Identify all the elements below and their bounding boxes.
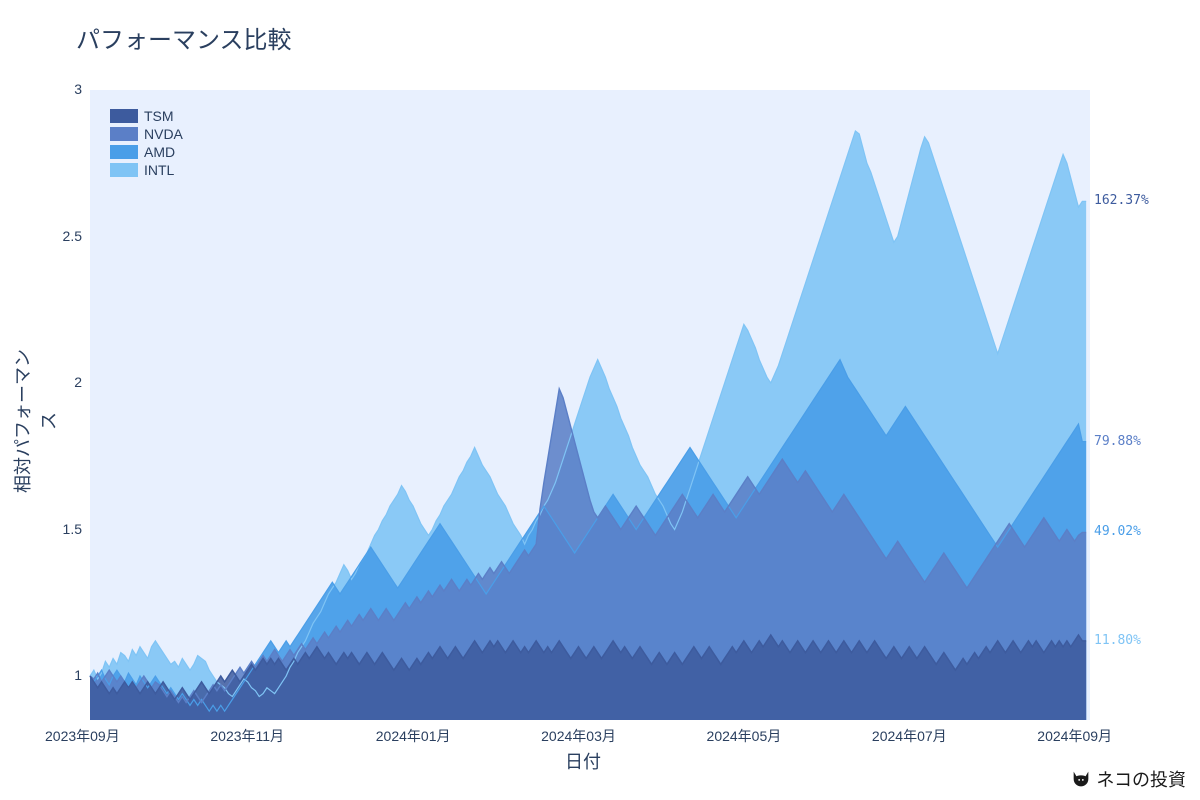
y-tick-label: 2 — [74, 374, 82, 390]
x-tick-label: 2024年09月 — [1037, 726, 1112, 746]
legend-item: AMD — [110, 144, 183, 160]
x-axis-label: 日付 — [565, 748, 601, 774]
end-label: 162.37% — [1094, 193, 1149, 208]
legend-label: INTL — [144, 162, 174, 178]
legend-label: NVDA — [144, 126, 183, 142]
legend-swatch — [110, 127, 138, 141]
legend-label: TSM — [144, 108, 174, 124]
y-tick-label: 3 — [74, 81, 82, 97]
cat-icon — [1070, 768, 1092, 790]
chart-container: パフォーマンス比較 相対パフォーマンス 日付 TSM NVDA AMD INTL ネコ… — [0, 0, 1200, 800]
legend-item: INTL — [110, 162, 183, 178]
chart-title: パフォーマンス比較 — [76, 20, 292, 55]
x-tick-label: 2023年11月 — [210, 726, 284, 746]
legend: TSM NVDA AMD INTL — [100, 100, 193, 186]
y-tick-label: 2.5 — [63, 228, 82, 244]
end-label: 79.88% — [1094, 434, 1141, 449]
x-tick-label: 2024年05月 — [707, 726, 782, 746]
y-tick-label: 1.5 — [63, 521, 82, 537]
x-tick-label: 2023年09月 — [45, 726, 120, 746]
legend-swatch — [110, 109, 138, 123]
watermark-text: ネコの投資 — [1096, 766, 1186, 792]
x-tick-label: 2024年07月 — [872, 726, 947, 746]
x-tick-label: 2024年01月 — [376, 726, 451, 746]
x-tick-label: 2024年03月 — [541, 726, 616, 746]
legend-item: NVDA — [110, 126, 183, 142]
legend-item: TSM — [110, 108, 183, 124]
watermark: ネコの投資 — [1070, 766, 1186, 792]
end-label: 49.02% — [1094, 524, 1141, 539]
legend-swatch — [110, 163, 138, 177]
y-tick-label: 1 — [74, 667, 82, 683]
legend-label: AMD — [144, 144, 175, 160]
y-axis-label: 相対パフォーマンス — [9, 341, 61, 501]
end-label: 11.80% — [1094, 633, 1141, 648]
legend-swatch — [110, 145, 138, 159]
